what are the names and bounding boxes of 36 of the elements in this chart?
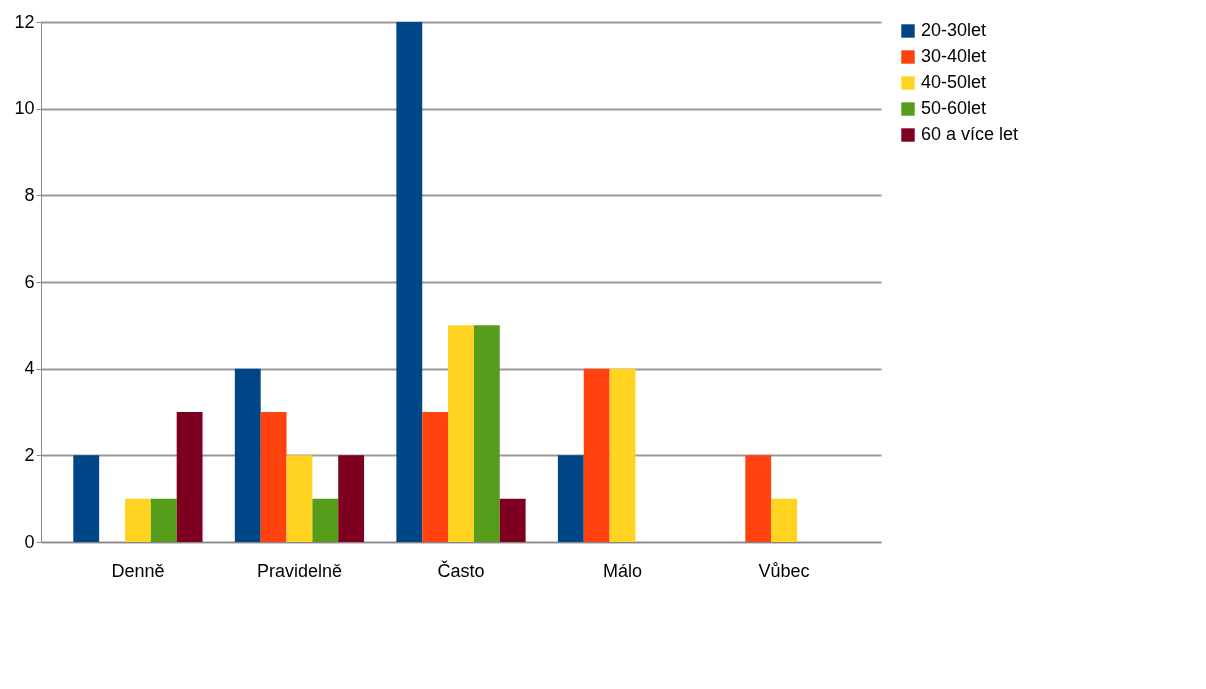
x-tick-label: Vůbec <box>758 560 810 581</box>
bar <box>473 325 500 542</box>
y-tick-label: 8 <box>24 184 35 205</box>
bar <box>125 498 151 542</box>
bar <box>396 22 423 542</box>
bar <box>234 368 261 542</box>
bar <box>771 498 797 542</box>
y-tick-label: 4 <box>24 358 35 379</box>
bar <box>499 498 526 542</box>
legend-label: 30-40let <box>921 46 987 66</box>
x-tick-label: Denně <box>111 560 165 581</box>
y-tick-label: 2 <box>24 444 35 465</box>
legend-label: 20-30let <box>921 20 987 40</box>
bar <box>745 455 772 542</box>
x-tick-label: Pravidelně <box>256 560 342 581</box>
legend-label: 60 a více let <box>921 124 1019 144</box>
legend-label: 40-50let <box>921 72 987 92</box>
bar <box>557 455 584 542</box>
y-tick-label: 10 <box>14 98 35 119</box>
y-tick-label: 6 <box>24 271 35 292</box>
x-tick-label: Málo <box>603 560 643 581</box>
bar <box>260 412 287 542</box>
y-tick-label: 12 <box>14 11 35 32</box>
legend-label: 50-60let <box>921 98 987 118</box>
bar <box>338 455 365 542</box>
bar <box>422 412 449 542</box>
x-tick-label: Často <box>437 559 485 581</box>
bar <box>73 455 100 542</box>
y-tick-label: 0 <box>24 531 35 552</box>
bar <box>448 325 474 542</box>
bar <box>176 412 203 542</box>
bar <box>609 368 636 542</box>
bar <box>312 498 339 542</box>
bar <box>286 455 313 542</box>
bar <box>583 368 610 542</box>
bar <box>150 498 177 542</box>
